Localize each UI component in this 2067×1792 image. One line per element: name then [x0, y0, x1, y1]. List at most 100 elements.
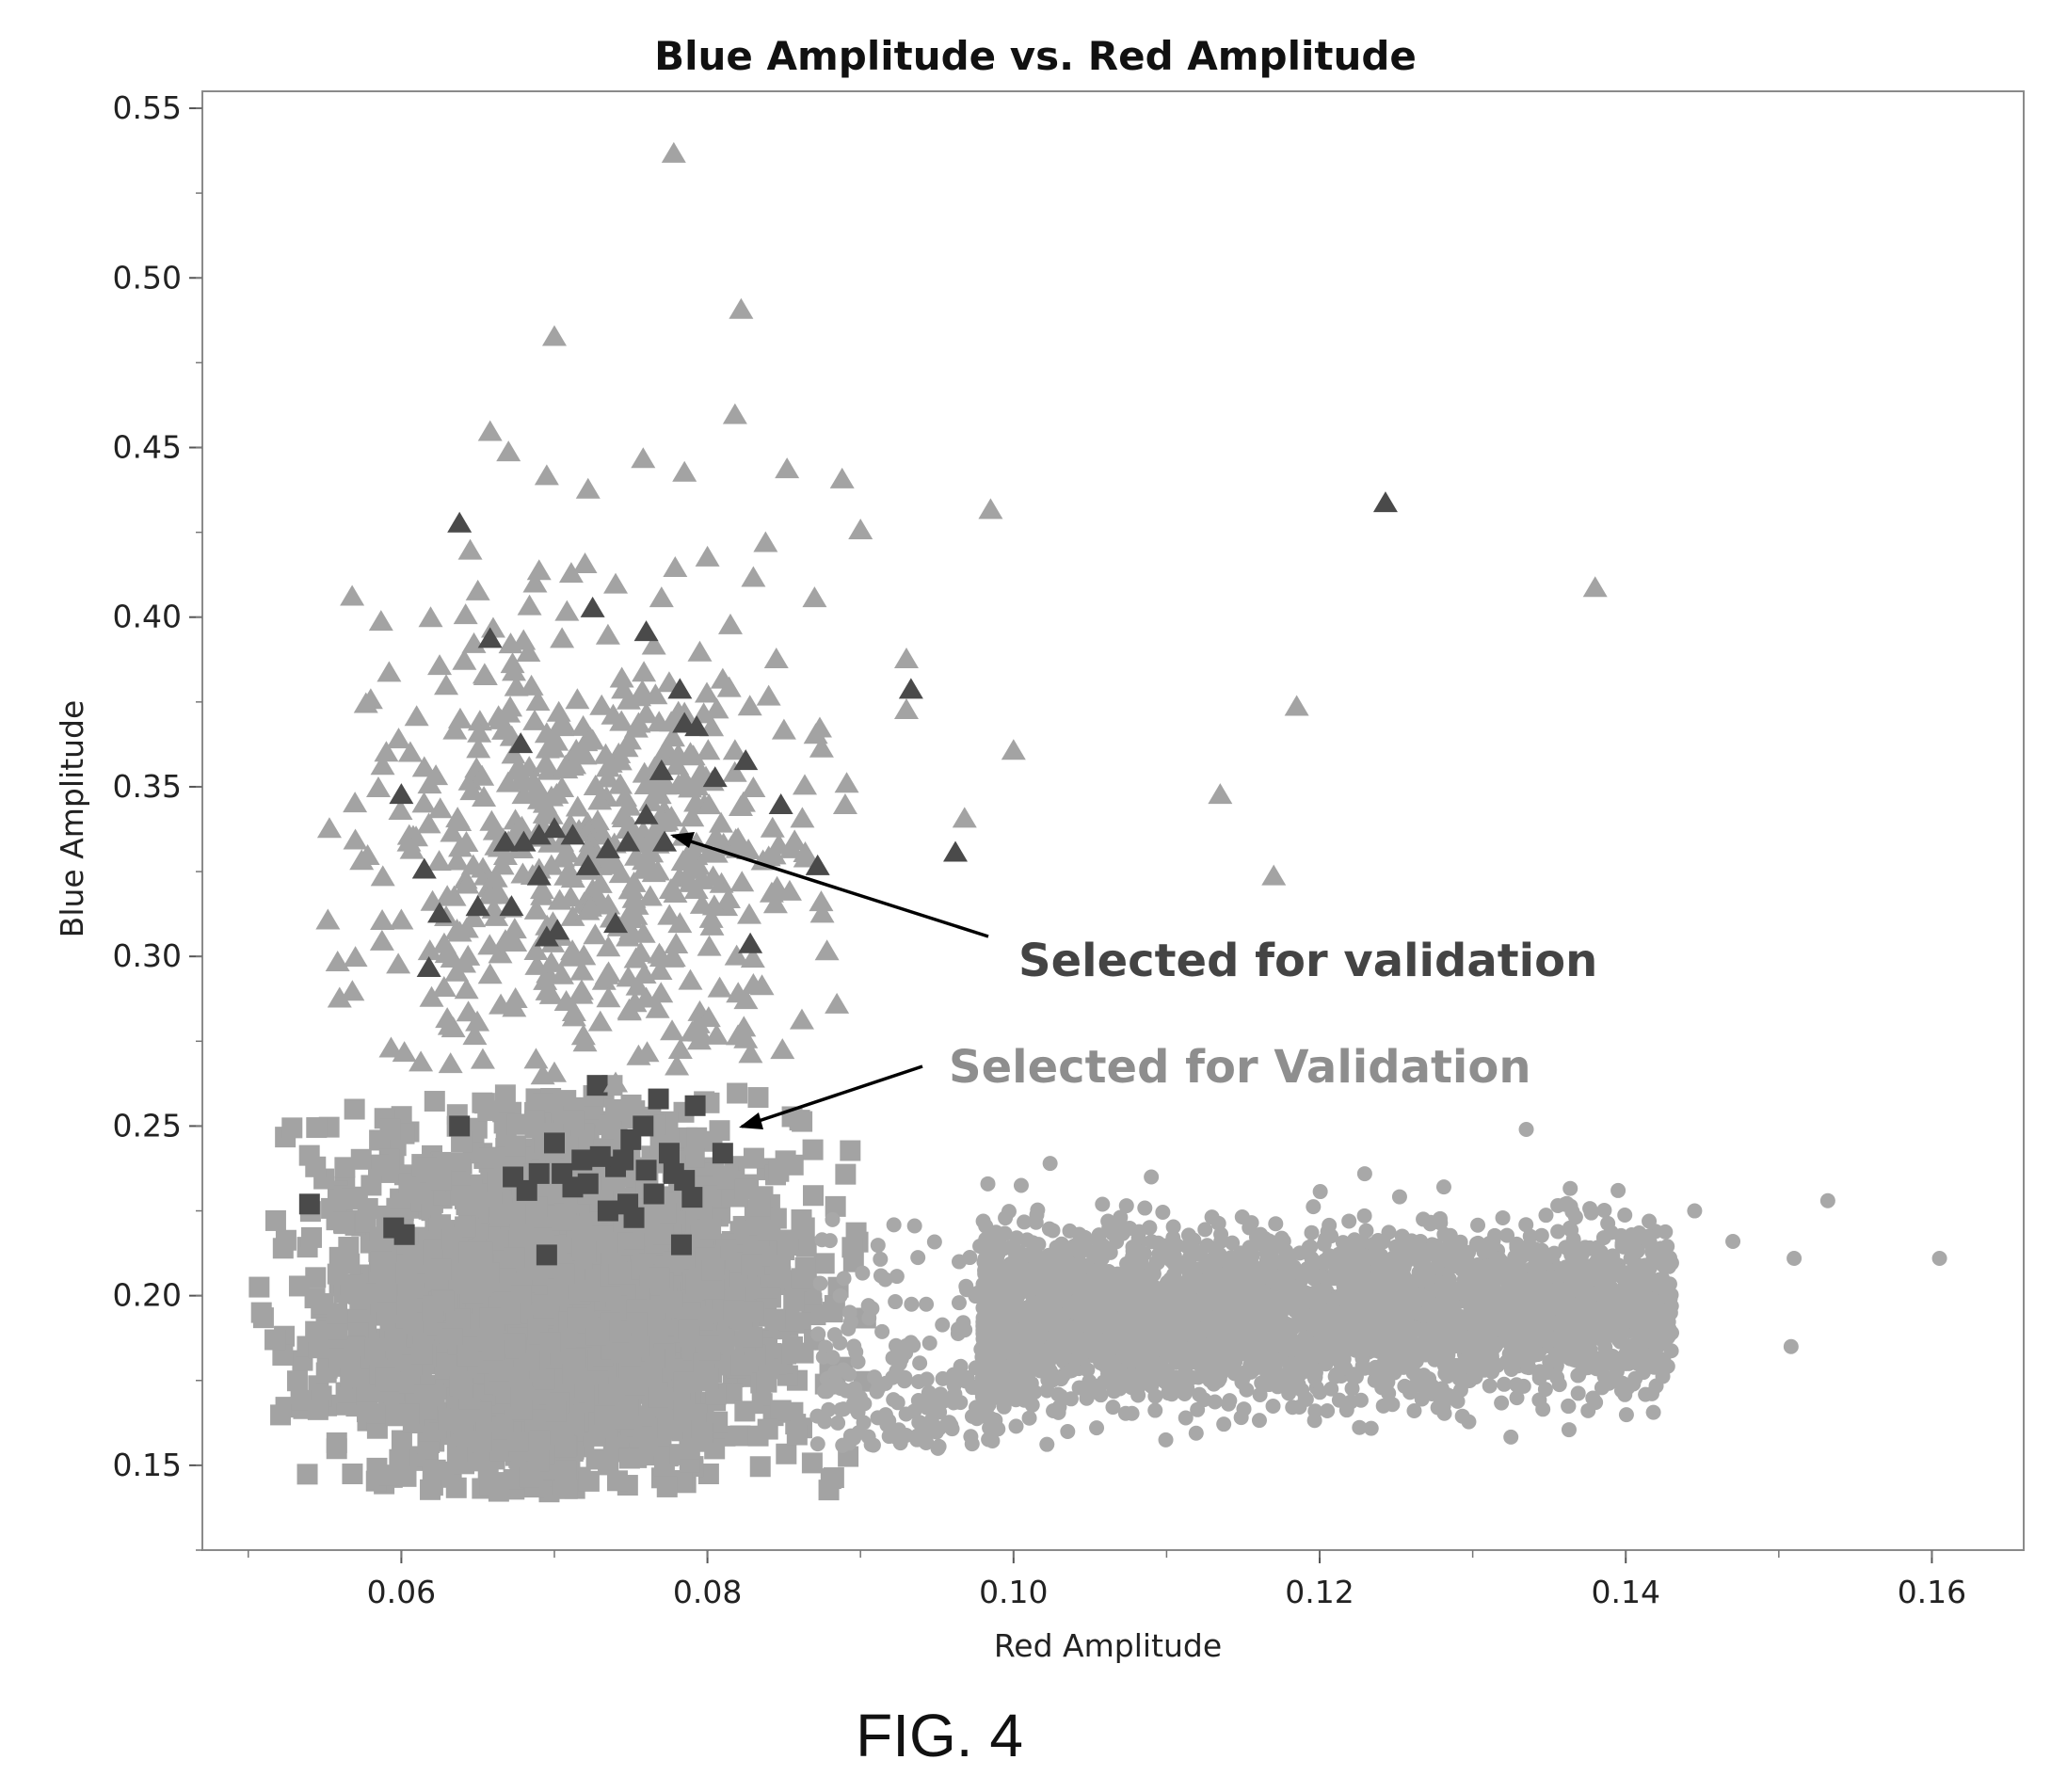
square-point [657, 1417, 679, 1439]
square-point [478, 1147, 500, 1169]
square-point [840, 1140, 861, 1161]
circle-point [1210, 1266, 1226, 1282]
square-point [747, 1087, 769, 1109]
square-point [777, 1229, 799, 1251]
circle-point [832, 1288, 848, 1304]
square-point [433, 1290, 455, 1312]
circle-point [1089, 1420, 1105, 1436]
square-point [355, 1211, 377, 1233]
square-point [305, 1320, 327, 1342]
square-point [378, 1464, 400, 1486]
square-point [730, 1354, 752, 1376]
square-point [507, 1431, 529, 1452]
square-point [539, 1332, 561, 1353]
square-point [398, 1173, 420, 1194]
circle-point [1178, 1410, 1194, 1426]
square-point [793, 1217, 815, 1239]
circle-point [830, 1415, 846, 1431]
square-point [340, 1367, 361, 1388]
circle-point [962, 1250, 978, 1266]
square-point [457, 1345, 478, 1367]
square-point [377, 1302, 399, 1323]
square-point [786, 1424, 808, 1446]
square-point [344, 1098, 365, 1120]
square-point [326, 1438, 347, 1460]
square-point [776, 1443, 797, 1464]
square-point [656, 1476, 678, 1497]
square-point [756, 1371, 777, 1393]
square-point [534, 1368, 555, 1390]
circle-point [1155, 1204, 1171, 1220]
square-point [430, 1169, 452, 1191]
square-point [361, 1175, 382, 1196]
square-point [795, 1236, 817, 1257]
square-point [598, 1384, 619, 1405]
square-point [700, 1185, 722, 1207]
circle-point [906, 1218, 922, 1234]
circle-point [912, 1355, 928, 1371]
circle-point [1013, 1177, 1029, 1193]
square-point [471, 1431, 492, 1452]
square-point [344, 1336, 366, 1357]
square-point [510, 1386, 532, 1408]
square-point [430, 1258, 452, 1280]
square-point [395, 1262, 417, 1284]
circle-point [1503, 1429, 1519, 1445]
square-point [709, 1120, 730, 1142]
square-point [248, 1276, 270, 1298]
square-point [450, 1185, 472, 1207]
square-point [305, 1267, 327, 1288]
square-point [434, 1358, 456, 1380]
circle-point [963, 1429, 979, 1445]
square-point [473, 1093, 495, 1114]
circle-point [1025, 1235, 1041, 1251]
square-point [364, 1338, 386, 1360]
circle-point [888, 1294, 904, 1310]
square-point [551, 1209, 572, 1231]
circle-point [1318, 1231, 1334, 1247]
square-point [479, 1307, 501, 1329]
circle-point [1562, 1180, 1578, 1196]
square-point [743, 1301, 764, 1322]
square-point [802, 1185, 824, 1207]
square-point [449, 1152, 471, 1174]
square-point [757, 1418, 778, 1440]
circle-point [1137, 1200, 1153, 1216]
square-point [445, 1477, 467, 1498]
circle-point [1285, 1400, 1301, 1416]
square-point [585, 1448, 607, 1470]
square-point [734, 1178, 756, 1200]
circle-point [809, 1436, 825, 1452]
square-point [606, 1470, 628, 1492]
square-point [553, 1263, 575, 1285]
circle-point [910, 1250, 926, 1266]
circle-point [861, 1310, 877, 1326]
circle-point [867, 1369, 883, 1385]
square-point [505, 1203, 526, 1224]
circle-point [1050, 1404, 1066, 1420]
square-point [281, 1117, 303, 1139]
square-point [424, 1091, 445, 1112]
square-point [629, 1336, 650, 1357]
square-point [290, 1389, 312, 1411]
circle-point [1482, 1378, 1498, 1394]
circle-point [1495, 1209, 1511, 1225]
square-point [411, 1343, 433, 1365]
square-point [683, 1146, 705, 1168]
circle-point [898, 1406, 914, 1422]
square-point [335, 1382, 357, 1403]
square-point [396, 1294, 418, 1316]
square-point [505, 1333, 526, 1354]
circle-point [1095, 1196, 1111, 1212]
data-points [248, 141, 1947, 1503]
circle-point [846, 1430, 862, 1446]
square-point [272, 1238, 294, 1259]
square-point [710, 1203, 731, 1224]
square-point [823, 1467, 844, 1489]
square-point [697, 1368, 719, 1390]
square-point [597, 1232, 618, 1254]
square-point [375, 1367, 396, 1388]
square-point [802, 1139, 824, 1160]
square-point [342, 1463, 363, 1484]
square-point [523, 1110, 545, 1131]
